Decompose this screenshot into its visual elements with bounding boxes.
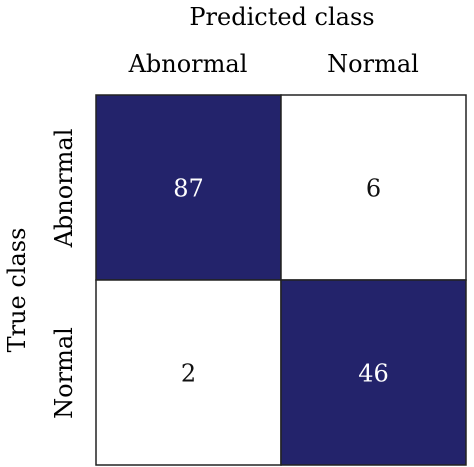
cell-true-abnormal-pred-abnormal-value: 87 [173,175,204,203]
cell-true-normal-pred-abnormal-value: 2 [181,360,196,388]
cell-true-abnormal-pred-normal-value: 6 [366,175,381,203]
y-tick-label-abnormal: Abnormal [50,129,78,249]
cell-true-normal-pred-normal-value: 46 [358,360,389,388]
x-tick-label-abnormal: Abnormal [128,50,248,78]
cell-true-abnormal-pred-normal [280,94,467,281]
cell-true-abnormal-pred-abnormal [95,94,282,281]
y-tick-label-normal: Normal [50,327,78,419]
x-tick-label-normal: Normal [327,50,419,78]
x-axis-title: Predicted class [189,3,374,31]
cell-true-normal-pred-abnormal [95,279,282,466]
y-axis-title: True class [3,228,31,353]
cell-true-normal-pred-normal [280,279,467,466]
